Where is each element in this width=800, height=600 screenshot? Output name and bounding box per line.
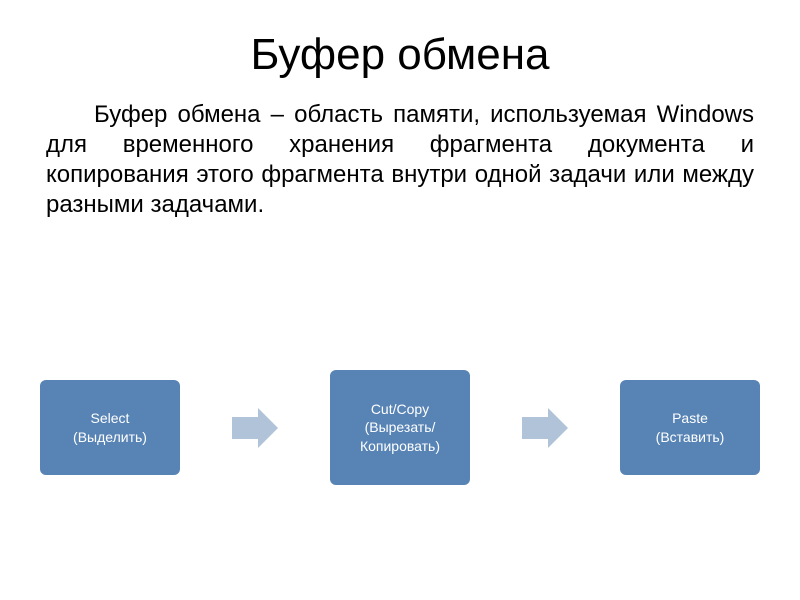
slide-title: Буфер обмена [40, 30, 760, 80]
flow-box-select: Select (Выделить) [40, 380, 180, 475]
clipboard-flow: Select (Выделить) Cut/Copy (Вырезать/ Ко… [40, 370, 760, 485]
flow-box-label: Select [91, 409, 130, 427]
arrow-icon [522, 408, 568, 448]
flow-box-label: Paste [672, 409, 708, 427]
slide-body-text: Буфер обмена – область памяти, используе… [46, 100, 754, 220]
flow-box-label: (Выделить) [73, 428, 147, 446]
arrow-shaft [522, 417, 548, 439]
slide: Буфер обмена Буфер обмена – область памя… [0, 0, 800, 600]
flow-box-paste: Paste (Вставить) [620, 380, 760, 475]
arrow-shaft [232, 417, 258, 439]
flow-box-label: (Вставить) [656, 428, 725, 446]
arrow-icon [232, 408, 278, 448]
flow-box-label: Cut/Copy [371, 400, 429, 418]
flow-box-cutcopy: Cut/Copy (Вырезать/ Копировать) [330, 370, 470, 485]
flow-box-label: (Вырезать/ [365, 418, 436, 436]
arrow-head [548, 408, 568, 448]
arrow-head [258, 408, 278, 448]
flow-box-label: Копировать) [360, 437, 440, 455]
